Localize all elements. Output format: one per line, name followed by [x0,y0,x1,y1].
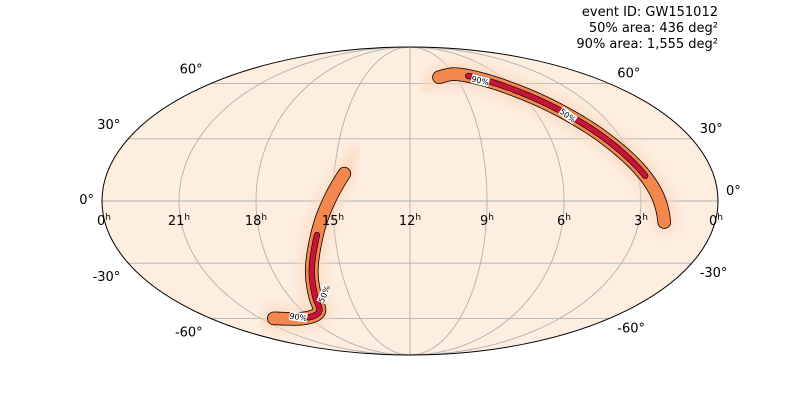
contour-label-bg [316,283,332,305]
south-arc [260,144,362,332]
ra-hours: 18 [245,214,262,229]
north-arc [417,61,678,236]
dec-tick-label-left: -60° [175,325,203,340]
ra-hours: 21 [168,214,185,229]
info-panel: event ID: GW151012 50% area: 436 deg² 90… [576,5,718,52]
ra-unit: h [565,213,571,223]
contour-label-bg [470,73,491,87]
ra-hours: 0 [97,214,105,229]
probability-tail [339,144,362,179]
dec-tick-label-right: 0° [726,184,741,199]
ra-tick-label: 0h [709,213,723,229]
dec-tick-label-right: -60° [617,321,645,336]
ra-unit: h [105,213,111,223]
contour-label-bg [288,311,308,323]
dec-tick-label-right: 60° [617,67,640,82]
ra-tick-label: 6h [557,213,571,229]
contour-label-bg [557,106,578,125]
dec-tick-label-right: -30° [700,266,728,281]
sky-outline [101,46,719,356]
ra-unit: h [642,213,648,223]
ra-axis-labels: 0h 21h 18h 15h 12h 9h 6h 3h 0h [97,213,723,229]
contour-labels: 90%50%50%90% [288,73,578,323]
ra-tick-label: 9h [480,213,494,229]
ra-tick-label: 3h [634,213,648,229]
ra-unit: h [415,213,421,223]
dec-tick-label-left: 30° [97,118,120,133]
dec-tick-label-left: -30° [93,270,121,285]
dec-axis-labels: 60° 60° 30° 30° 0° 0° -30° -30° -60° -60° [79,63,741,341]
ra-hours: 15 [322,214,339,229]
contour-label-text: 90% [289,312,308,323]
ra-tick-label: 0h [97,213,111,229]
contour-label-text: 90% [470,74,490,87]
ra-tick-label: 15h [322,213,344,229]
ra-hours: 3 [634,214,642,229]
contour-label: 90% [288,311,308,323]
dec-tick-label-left: 60° [180,63,203,78]
probability-map [260,61,678,332]
ra-tick-label: 12h [399,213,421,229]
ra-unit: h [488,213,494,223]
event-id-label: event ID: GW151012 [582,5,718,20]
ra-hours: 12 [399,214,416,229]
ra-unit: h [261,213,267,223]
ra-unit: h [184,213,190,223]
dec-tick-label-right: 30° [700,122,723,137]
ra-hours: 6 [557,214,565,229]
contour-label: 90% [470,73,491,87]
ra-hours: 0 [709,214,717,229]
area-50-label: 50% area: 436 deg² [589,21,718,36]
ra-tick-label: 18h [245,213,267,229]
ra-unit: h [338,213,344,223]
contour-50-region [306,232,322,320]
ra-unit: h [717,213,723,223]
area-90-label: 90% area: 1,555 deg² [576,37,718,52]
dec-tick-label-left: 0° [79,193,94,208]
ra-hours: 9 [480,214,488,229]
ra-tick-label: 21h [168,213,190,229]
